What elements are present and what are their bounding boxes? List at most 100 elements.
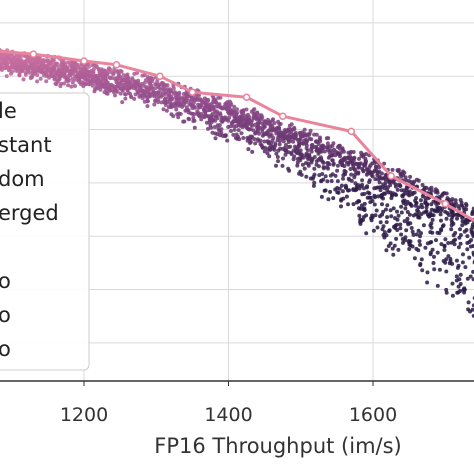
- scatter-point: [463, 265, 468, 270]
- scatter-point: [126, 76, 131, 81]
- scatter-point: [458, 272, 463, 277]
- scatter-point: [414, 232, 419, 237]
- scatter-point: [216, 112, 221, 117]
- scatter-point: [109, 88, 114, 92]
- scatter-point: [206, 126, 210, 131]
- scatter-point: [172, 90, 177, 95]
- scatter-point: [205, 114, 210, 119]
- scatter-point: [64, 68, 69, 73]
- scatter-point: [401, 169, 405, 174]
- scatter-point: [8, 60, 13, 65]
- scatter-point: [281, 130, 286, 135]
- scatter-point: [443, 260, 448, 265]
- scatter-point: [318, 139, 323, 144]
- scatter-point: [424, 209, 429, 214]
- scatter-point: [74, 66, 79, 71]
- scatter-point: [391, 179, 396, 184]
- scatter-point: [367, 195, 372, 200]
- scatter-point: [401, 201, 406, 205]
- scatter-point: [331, 162, 336, 167]
- scatter-point: [445, 196, 450, 201]
- scatter-point: [59, 81, 64, 86]
- scatter-point: [370, 161, 375, 166]
- scatter-point: [398, 172, 403, 177]
- scatter-point: [204, 120, 209, 125]
- scatter-point: [252, 113, 257, 118]
- scatter-point: [163, 96, 168, 101]
- scatter-point: [269, 141, 274, 146]
- scatter-point: [467, 240, 472, 244]
- scatter-point: [435, 188, 440, 193]
- scatter-point: [80, 80, 85, 85]
- scatter-point: [15, 65, 20, 70]
- scatter-point: [431, 213, 436, 218]
- legend-entry: le: [0, 99, 17, 123]
- scatter-point: [231, 132, 236, 137]
- scatter-point: [294, 133, 299, 138]
- scatter-point: [420, 194, 425, 199]
- scatter-point: [26, 54, 31, 59]
- scatter-point: [374, 165, 378, 169]
- scatter-point: [348, 151, 352, 156]
- scatter-point: [388, 241, 393, 246]
- x-tick-label: 1400: [204, 404, 252, 426]
- scatter-point: [432, 208, 437, 213]
- scatter-point: [261, 125, 266, 130]
- scatter-point: [229, 121, 234, 126]
- scatter-point: [411, 213, 416, 218]
- scatter-point: [224, 106, 229, 111]
- scatter-point: [237, 120, 242, 125]
- scatter-point: [129, 81, 134, 86]
- scatter-point: [215, 132, 220, 137]
- scatter-point: [417, 215, 422, 220]
- scatter-point: [189, 97, 194, 102]
- scatter-point: [436, 208, 441, 213]
- scatter-point: [274, 151, 279, 156]
- scatter-point: [167, 98, 172, 103]
- scatter-point: [444, 269, 449, 274]
- scatter-point: [252, 107, 257, 112]
- scatter-point: [418, 262, 423, 266]
- scatter-point: [463, 217, 468, 222]
- scatter-point: [88, 78, 93, 83]
- scatter-point: [44, 68, 49, 73]
- scatter-point: [384, 207, 388, 212]
- scatter-point: [42, 58, 47, 63]
- scatter-point: [229, 129, 233, 133]
- scatter-point: [0, 53, 5, 58]
- scatter-point: [308, 128, 313, 133]
- scatter-point: [147, 92, 152, 96]
- scatter-point: [372, 202, 377, 207]
- scatter-point: [384, 220, 389, 225]
- scatter-point: [277, 134, 282, 139]
- scatter-point: [414, 196, 419, 201]
- scatter-point: [398, 183, 403, 188]
- scatter-point: [398, 226, 403, 231]
- scatter-point: [456, 290, 461, 295]
- scatter-point: [416, 248, 421, 253]
- scatter-point: [394, 193, 398, 197]
- scatter-cloud: [0, 47, 474, 318]
- scatter-point: [446, 241, 451, 245]
- scatter-point: [281, 139, 286, 144]
- scatter-point: [390, 193, 395, 198]
- scatter-point: [246, 147, 251, 152]
- scatter-point: [203, 105, 207, 110]
- scatter-point: [356, 161, 361, 166]
- scatter-point: [449, 209, 454, 214]
- scatter-point: [247, 115, 252, 120]
- scatter-point: [129, 94, 133, 99]
- scatter-point: [309, 160, 314, 165]
- scatter-point: [63, 63, 68, 67]
- scatter-point: [418, 234, 422, 239]
- scatter-point: [291, 157, 296, 162]
- scatter-point: [253, 141, 258, 146]
- scatter-point: [51, 62, 56, 67]
- scatter-point: [396, 213, 401, 218]
- scatter-point: [356, 183, 361, 188]
- scatter-point: [44, 79, 49, 84]
- scatter-point: [16, 53, 21, 58]
- scatter-point: [277, 142, 282, 147]
- scatter-point: [333, 173, 338, 178]
